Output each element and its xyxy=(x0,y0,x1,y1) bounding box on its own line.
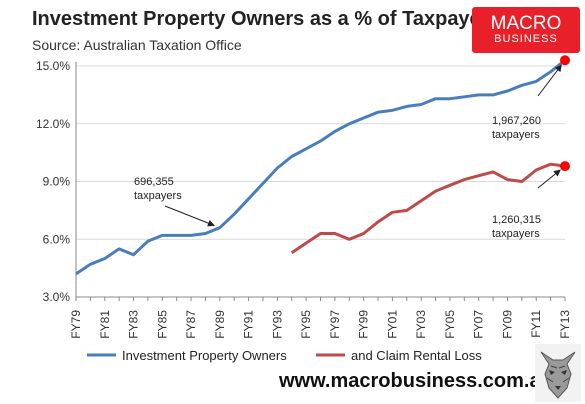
x-tick-label: FY85 xyxy=(155,310,169,339)
annotation-arrow xyxy=(537,169,561,189)
website-url: www.macrobusiness.com.au xyxy=(279,370,553,392)
annotation-arrow xyxy=(537,64,562,97)
x-tick-label: FY89 xyxy=(213,310,227,339)
y-tick-label: 3.0% xyxy=(43,290,71,304)
x-tick-label: FY09 xyxy=(500,310,514,339)
series-line-1 xyxy=(290,162,566,254)
series-end-marker xyxy=(560,55,570,66)
logo-line2: BUSINESS xyxy=(494,33,558,45)
x-tick-label: FY99 xyxy=(357,310,371,339)
x-tick-label: FY11 xyxy=(529,310,543,338)
annotation-value: 1,260,315 xyxy=(492,214,541,226)
chart-source: Source: Australian Taxation Office xyxy=(32,37,242,53)
x-tick-label: FY95 xyxy=(299,310,313,339)
wolf-mascot-icon xyxy=(535,344,581,402)
annotation-label: taxpayers xyxy=(134,190,182,202)
y-tick-label: 9.0% xyxy=(43,175,71,189)
x-tick-label: FY01 xyxy=(385,310,399,339)
x-tick-label: FY97 xyxy=(328,310,342,339)
x-tick-label: FY93 xyxy=(270,310,284,339)
x-tick-label: FY79 xyxy=(69,310,83,339)
legend-label: Investment Property Owners xyxy=(122,348,287,363)
annotation-value: 696,355 xyxy=(134,176,174,188)
annotation-label: taxpayers xyxy=(492,129,540,141)
x-tick-label: FY87 xyxy=(184,310,198,339)
x-tick-label: FY05 xyxy=(443,310,457,339)
y-tick-label: 6.0% xyxy=(43,232,71,246)
series-end-marker xyxy=(560,161,570,172)
logo-line1: MACRO xyxy=(490,13,562,34)
x-tick-label: FY13 xyxy=(558,310,572,339)
macrobusiness-logo: MACRO BUSINESS xyxy=(472,7,580,53)
annotation-arrow xyxy=(164,205,215,227)
y-tick-label: 15.0% xyxy=(36,59,70,73)
annotation-label: taxpayers xyxy=(492,228,540,240)
legend-label: and Claim Rental Loss xyxy=(351,348,482,363)
x-tick-label: FY91 xyxy=(242,310,256,339)
x-tick-label: FY07 xyxy=(472,310,486,339)
x-tick-label: FY03 xyxy=(414,310,428,339)
chart-title: Investment Property Owners as a % of Tax… xyxy=(32,8,500,30)
x-tick-label: FY81 xyxy=(98,310,112,339)
annotation-value: 1,967,260 xyxy=(492,115,541,127)
series-line-0 xyxy=(75,59,566,276)
y-tick-label: 12.0% xyxy=(36,117,70,131)
x-tick-label: FY83 xyxy=(127,310,141,339)
